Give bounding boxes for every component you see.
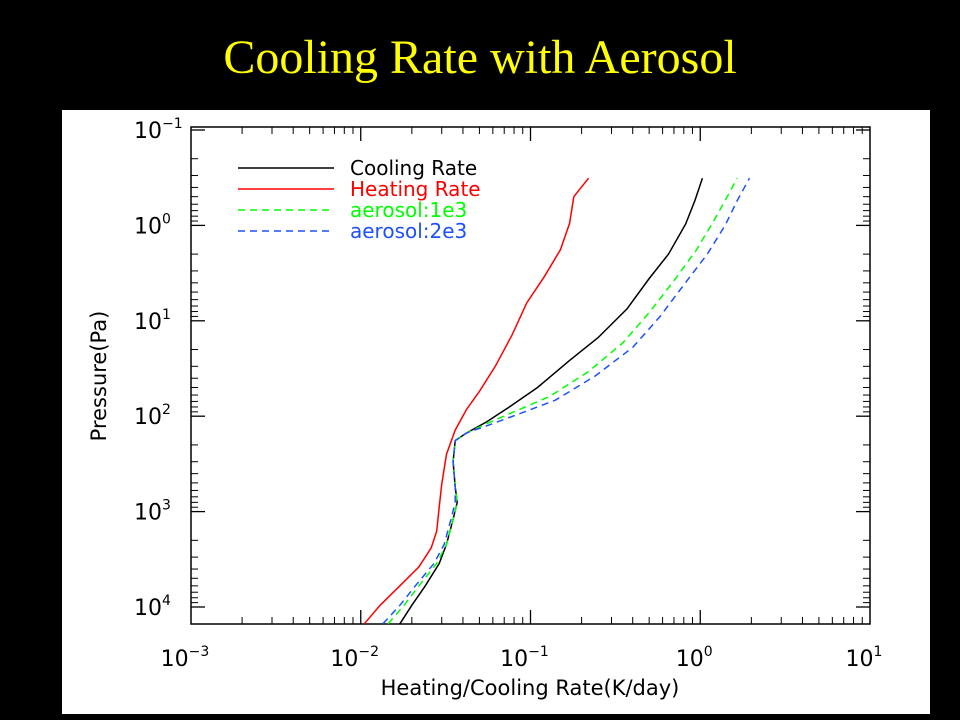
legend-label: aerosol:2e3 bbox=[350, 219, 467, 243]
x-axis-title: Heating/Cooling Rate(K/day) bbox=[381, 676, 680, 700]
y-tick-label: 101 bbox=[134, 307, 171, 335]
slide-title: Cooling Rate with Aerosol bbox=[223, 31, 737, 84]
series-line-1 bbox=[399, 177, 704, 625]
series-group bbox=[363, 177, 751, 625]
plot-frame bbox=[190, 126, 871, 625]
series-line-2 bbox=[363, 177, 590, 625]
chart-panel: 10−3 10−2 10−1 100 101 10−1 100 101 102 103 104 Co… bbox=[62, 110, 930, 714]
x-tick-label: 10−2 bbox=[330, 644, 379, 672]
x-tick-label: 100 bbox=[676, 644, 713, 672]
series-line-4 bbox=[382, 177, 751, 625]
x-tick-label: 10−3 bbox=[161, 644, 210, 672]
chart-svg: 10−3 10−2 10−1 100 101 10−1 100 101 102 103 104 Co… bbox=[87, 116, 882, 700]
y-tick-label: 10−1 bbox=[134, 116, 183, 144]
y-tick-label: 102 bbox=[134, 402, 171, 430]
x-tick-label: 101 bbox=[846, 644, 883, 672]
series-line-3 bbox=[387, 177, 738, 625]
x-tick-label: 10−1 bbox=[500, 644, 549, 672]
ticks-group: 10−3 10−2 10−1 100 101 10−1 100 101 102 103 104 bbox=[134, 116, 882, 672]
y-tick-label: 100 bbox=[134, 211, 171, 239]
legend-label: Cooling Rate bbox=[350, 156, 477, 180]
legend-label: aerosol:1e3 bbox=[350, 198, 467, 222]
legend-label: Heating Rate bbox=[350, 177, 481, 201]
y-axis-title: Pressure(Pa) bbox=[87, 311, 111, 442]
y-tick-label: 103 bbox=[134, 498, 171, 526]
y-tick-label: 104 bbox=[134, 593, 171, 621]
